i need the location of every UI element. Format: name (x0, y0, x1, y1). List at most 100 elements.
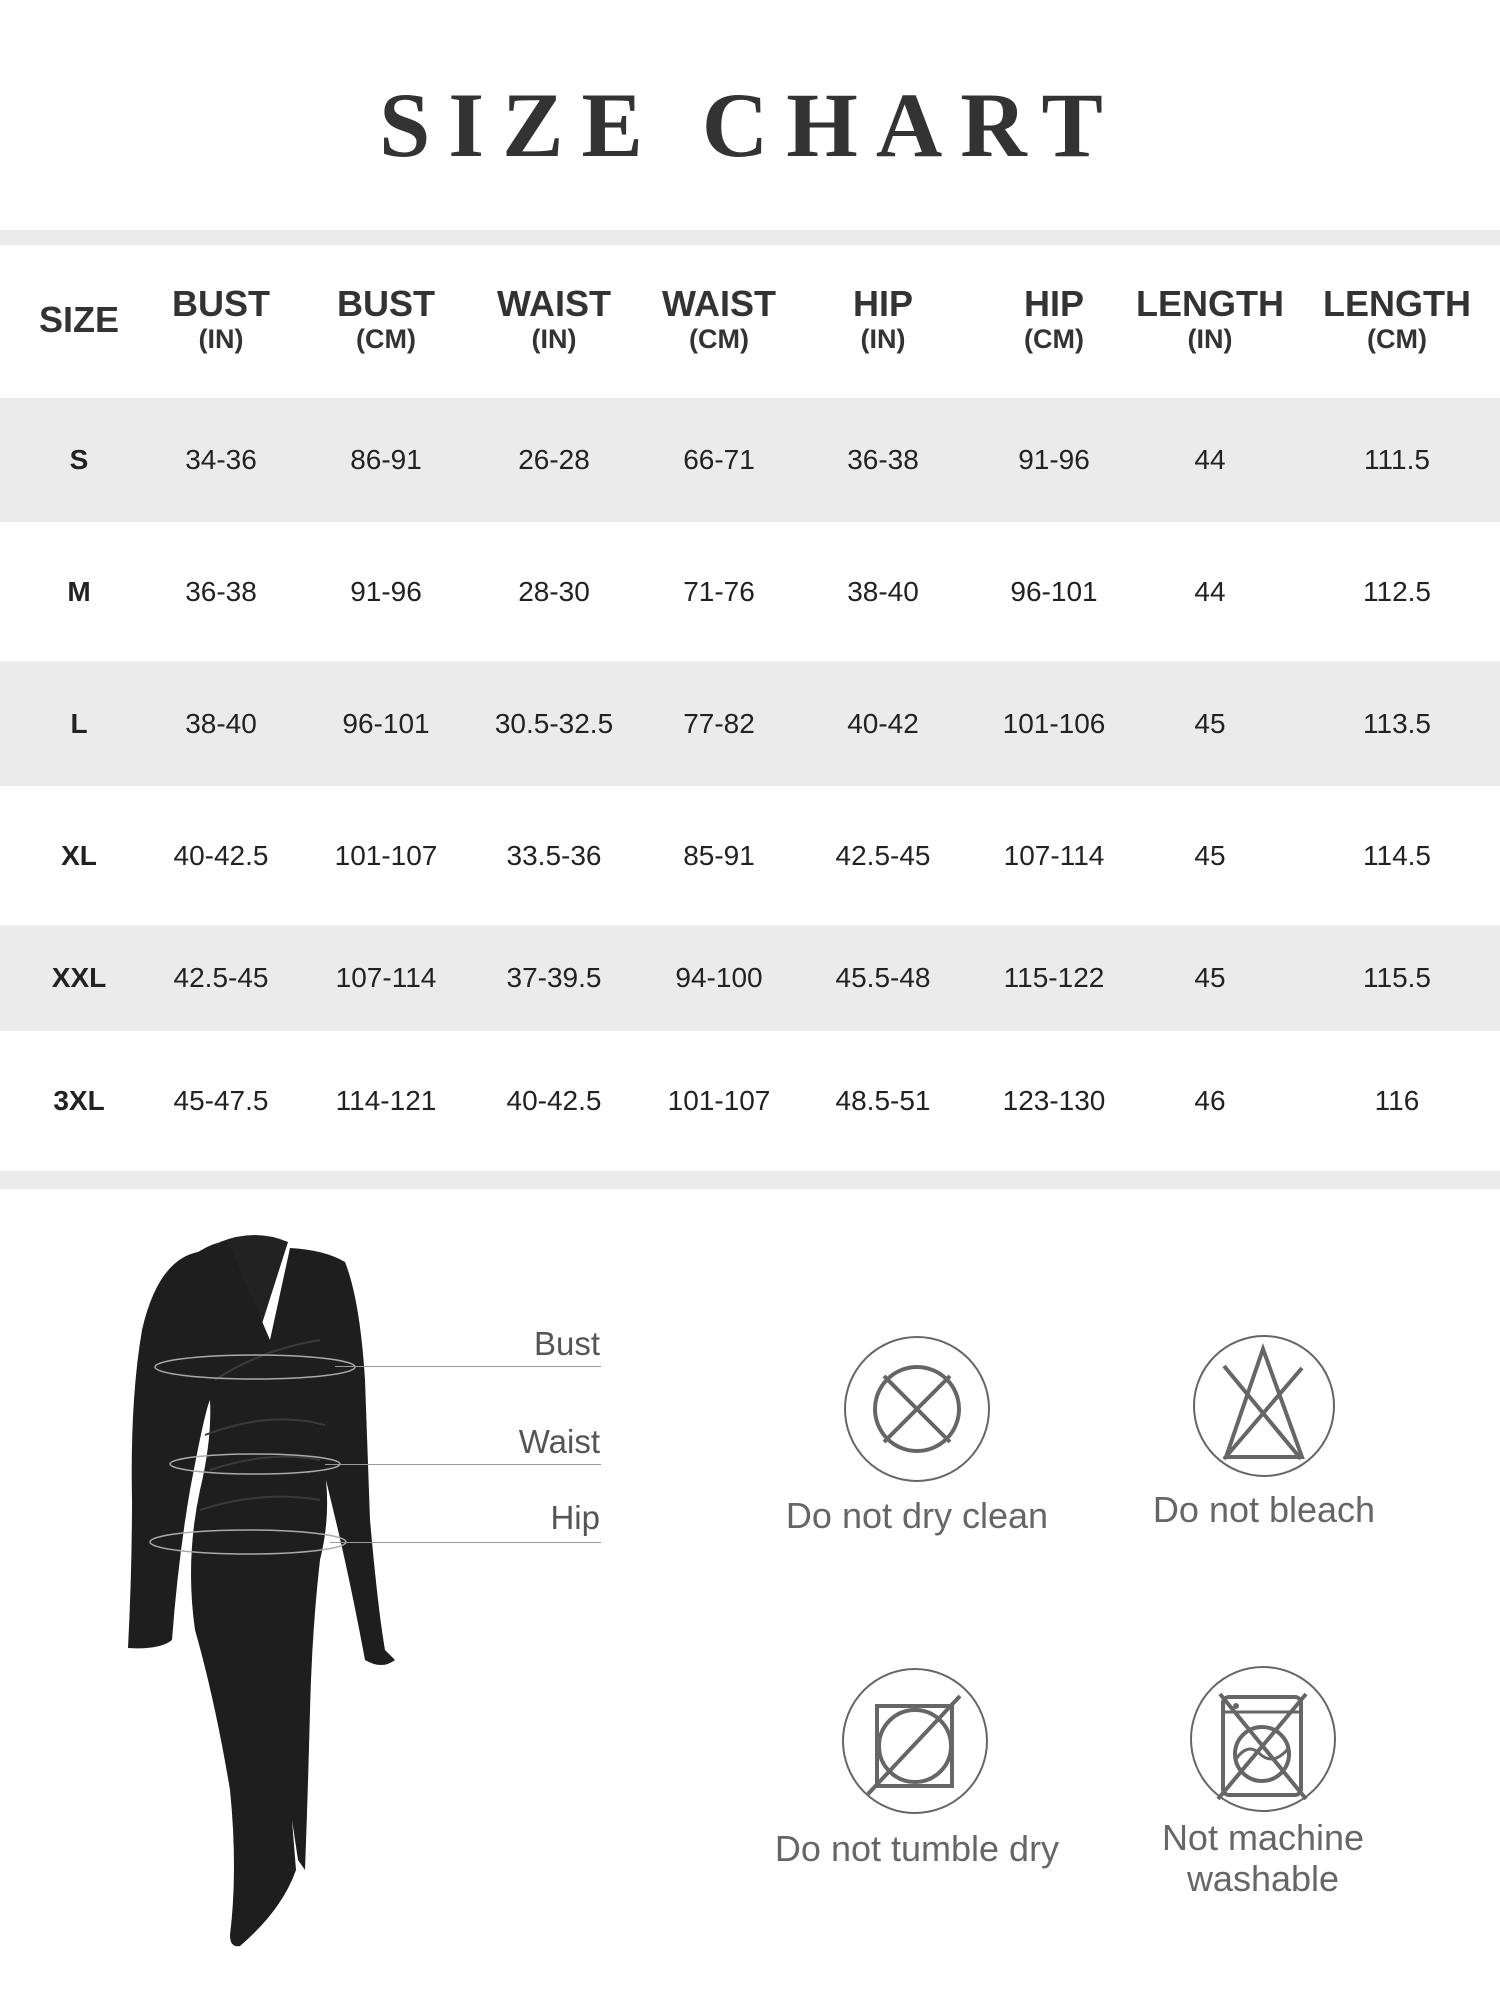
waist-label: Waist (518, 1423, 600, 1460)
column-header: BUST (IN) (172, 285, 270, 355)
table-cell: 111.5 (1364, 444, 1430, 475)
table-row: 3XL 45-47.5 114-121 40-42.5 101-107 48.5-51 12… (0, 1032, 1500, 1169)
column-header-label: WAIST (662, 283, 776, 324)
table-cell: 101-107 (667, 1084, 771, 1116)
column-header-unit: (CM) (356, 324, 416, 354)
no-machine-wash-icon (1190, 1666, 1336, 1812)
column-header-unit: (IN) (531, 324, 577, 354)
table-cell: 28-30 (518, 575, 590, 607)
table-row: M 36-38 91-96 28-30 71-76 38-40 96-101 44 112.5 (0, 523, 1500, 660)
care-label-line: Not machine (1161, 1817, 1365, 1858)
column-header-unit: (CM) (689, 324, 749, 354)
care-label-line: washable (1186, 1858, 1340, 1899)
table-cell: 36-38 (185, 575, 257, 607)
table-cell: 116 (1374, 1084, 1420, 1116)
column-header-label: LENGTH (1323, 283, 1471, 324)
column-header: SIZE (39, 301, 119, 339)
size-cell: L (70, 707, 88, 739)
table-cell: 36-38 (847, 444, 919, 475)
header-row: SIZE BUST (IN) BUST (CM) WAIST (IN) WAIST (CM) HI… (0, 245, 1500, 395)
table-cell: 30.5-32.5 (494, 707, 614, 739)
table-cell: 34-36 (185, 444, 257, 475)
column-header-label: HIP (1023, 283, 1085, 324)
column-header-label: LENGTH (1136, 283, 1284, 324)
column-header-label: HIP (852, 283, 914, 324)
column-header-unit: (IN) (860, 324, 906, 354)
table-row: XXL 42.5-45 107-114 37-39.5 94-100 45.5-48 115… (0, 925, 1500, 1031)
table-row: XL 40-42.5 101-107 33.5-36 85-91 42.5-45 107-1… (0, 787, 1500, 924)
no-tumble-dry-icon (842, 1668, 988, 1814)
table-cell: 86-91 (350, 444, 422, 475)
column-header: WAIST (CM) (662, 285, 776, 355)
column-header-unit: (CM) (1024, 324, 1084, 354)
column-header-unit: (IN) (1187, 324, 1233, 354)
size-cell: XXL (51, 962, 107, 993)
care-label-dry-clean: Do not dry clean (785, 1495, 1049, 1536)
bust-label: Bust (533, 1325, 600, 1362)
bust-line (335, 1366, 601, 1367)
table-cell: 77-82 (683, 707, 755, 739)
table-cell: 33.5-36 (506, 839, 602, 871)
table-cell: 113.5 (1363, 707, 1431, 739)
table-row: S 34-36 86-91 26-28 66-71 36-38 91-96 44 111.5 (0, 398, 1500, 522)
table-row: L 38-40 96-101 30.5-32.5 77-82 40-42 101-106 45… (0, 661, 1500, 786)
table-cell: 45 (1194, 962, 1226, 993)
table-cell: 45 (1194, 839, 1226, 871)
size-cell: M (67, 575, 91, 607)
table-cell: 107-114 (1003, 839, 1105, 871)
table-cell: 40-42.5 (506, 1084, 602, 1116)
table-cell: 115-122 (1003, 962, 1105, 993)
table-cell: 45.5-48 (835, 962, 931, 993)
table-cell: 96-101 (342, 707, 430, 739)
table-cell: 115.5 (1363, 962, 1431, 993)
table-cell: 94-100 (675, 962, 763, 993)
column-header-unit: (IN) (198, 324, 244, 354)
column-header-label: WAIST (497, 283, 611, 324)
waist-line (325, 1464, 601, 1465)
table-cell: 96-101 (1010, 575, 1098, 607)
table-cell: 107-114 (335, 962, 437, 993)
column-header-label: BUST (172, 283, 270, 324)
table-cell: 42.5-45 (173, 962, 269, 993)
table-cell: 101-107 (334, 839, 438, 871)
column-header-label: BUST (337, 283, 435, 324)
no-dry-clean-icon (844, 1336, 990, 1482)
column-header: HIP (CM) (1024, 285, 1084, 355)
table-cell: 44 (1194, 444, 1226, 475)
size-cell: S (69, 444, 89, 475)
table-cell: 112.5 (1363, 575, 1431, 607)
table-cell: 37-39.5 (506, 962, 602, 993)
table-cell: 48.5-51 (835, 1084, 931, 1116)
table-cell: 85-91 (683, 839, 755, 871)
size-cell: XL (61, 839, 97, 871)
column-header: BUST (CM) (337, 285, 435, 355)
table-cell: 40-42 (847, 707, 919, 739)
divider-band (0, 1171, 1500, 1189)
table-cell: 40-42.5 (173, 839, 269, 871)
care-label-machine-wash: Not machine washable (1083, 1817, 1443, 1899)
table-cell: 91-96 (350, 575, 422, 607)
hip-line (330, 1542, 601, 1543)
table-cell: 101-106 (1002, 707, 1106, 739)
table-cell: 114-121 (335, 1084, 437, 1116)
table-cell: 46 (1194, 1084, 1226, 1116)
hip-label: Hip (550, 1499, 600, 1536)
table-cell: 38-40 (847, 575, 919, 607)
table-cell: 45 (1194, 707, 1226, 739)
care-label-bleach: Do not bleach (1152, 1489, 1376, 1530)
table-cell: 66-71 (683, 444, 755, 475)
column-header: HIP (IN) (853, 285, 913, 355)
page-title: SIZE CHART (379, 74, 1121, 176)
column-header: LENGTH (CM) (1323, 285, 1471, 355)
table-cell: 91-96 (1018, 444, 1090, 475)
table-cell: 45-47.5 (173, 1084, 269, 1116)
column-header-label: SIZE (38, 299, 120, 340)
care-label-tumble-dry: Do not tumble dry (774, 1828, 1060, 1869)
table-cell: 71-76 (683, 575, 755, 607)
no-bleach-icon (1193, 1335, 1335, 1477)
table-cell: 42.5-45 (835, 839, 931, 871)
table-cell: 114.5 (1363, 839, 1431, 871)
table-cell: 38-40 (185, 707, 257, 739)
dress-illustration (128, 1235, 395, 1947)
